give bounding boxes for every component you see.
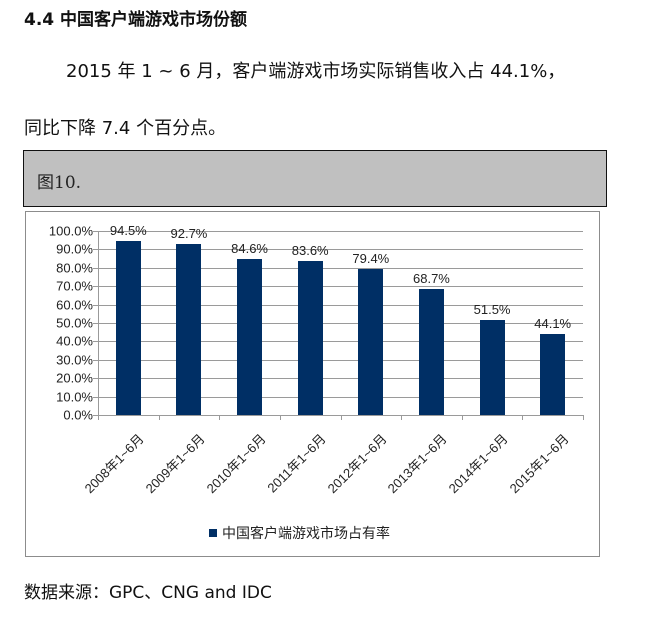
x-tick — [340, 415, 342, 420]
bar-value-label: 79.4% — [352, 250, 390, 266]
paragraph-line-2: 同比下降 7.4 个百分点。 — [24, 118, 227, 139]
gridline — [98, 231, 583, 232]
y-tick-label: 90.0% — [56, 241, 93, 257]
bar-value-label: 44.1% — [534, 315, 572, 331]
gridline — [98, 304, 583, 306]
y-tick — [93, 378, 98, 380]
y-tick — [93, 396, 98, 398]
gridline — [98, 267, 583, 269]
y-tick-label: 40.0% — [56, 333, 93, 349]
y-axis-line — [98, 231, 99, 420]
x-tick — [461, 415, 463, 420]
bar — [297, 261, 323, 415]
gridline — [98, 249, 583, 251]
y-tick-label: 50.0% — [56, 315, 93, 331]
gridline — [98, 341, 583, 343]
bar — [479, 320, 505, 415]
figure-caption: 图10. — [37, 173, 82, 193]
x-category-label: 2012年1~6月 — [324, 431, 390, 497]
x-category-label: 2014年1~6月 — [445, 431, 511, 497]
legend-label: 中国客户端游戏市场占有率 — [222, 526, 390, 542]
x-category-label: 2013年1~6月 — [385, 431, 451, 497]
x-tick — [401, 415, 403, 420]
bar-value-label: 84.6% — [231, 241, 268, 257]
y-tick-label: 10.0% — [56, 389, 93, 405]
x-tick — [219, 415, 221, 420]
section-heading: 4.4 中国客户端游戏市场份额 — [24, 10, 248, 30]
x-tick — [279, 415, 281, 420]
x-tick — [98, 415, 99, 420]
gridline — [98, 359, 583, 361]
x-tick — [583, 415, 584, 420]
gridline — [98, 323, 583, 324]
gridline — [98, 378, 583, 380]
bar-value-label: 92.7% — [170, 226, 208, 242]
chart-legend: 中国客户端游戏市场占有率 — [209, 523, 390, 543]
y-tick — [93, 359, 98, 361]
y-tick — [93, 267, 98, 269]
x-category-label: 2008年1~6月 — [81, 431, 148, 497]
bar — [237, 259, 263, 415]
bar — [540, 333, 566, 415]
y-tick-label: 20.0% — [56, 370, 93, 386]
x-tick — [158, 415, 160, 420]
data-source-note: 数据来源：GPC、CNG and IDC — [24, 583, 272, 603]
y-tick-label: 100.0% — [48, 223, 93, 239]
y-tick-label: 0.0% — [63, 407, 93, 423]
y-tick — [93, 341, 98, 343]
y-tick — [93, 286, 98, 288]
bar — [176, 244, 202, 415]
bar — [358, 268, 384, 415]
x-category-label: 2010年1~6月 — [203, 431, 269, 497]
bar — [418, 288, 444, 415]
figure-caption-box: 图10. — [23, 150, 607, 207]
bar — [115, 241, 141, 415]
y-tick-label: 70.0% — [56, 278, 93, 294]
plot-area: 0.0% 10.0% 20.0% 30.0% 40.0% 50.0% 60.0% 70.0% 8… — [49, 223, 584, 496]
y-tick — [93, 415, 98, 416]
x-category-label: 2011年1~6月 — [264, 431, 329, 496]
bar-value-label: 68.7% — [413, 270, 450, 286]
y-tick — [93, 304, 98, 306]
gridline — [98, 396, 583, 398]
x-category-label: 2009年1~6月 — [142, 431, 208, 497]
x-category-label: 2015年1~6月 — [506, 431, 572, 497]
paragraph-line-1: 2015 年 1 ~ 6 月，客户端游戏市场实际销售收入占 44.1%， — [66, 61, 566, 82]
y-tick-label: 30.0% — [56, 352, 93, 368]
bar-value-label: 51.5% — [473, 302, 511, 318]
x-tick — [522, 415, 524, 420]
bar-chart: 0.0% 10.0% 20.0% 30.0% 40.0% 50.0% 60.0% 70.0% 8… — [25, 211, 600, 557]
bar-value-label: 94.5% — [109, 223, 147, 239]
y-tick — [93, 323, 98, 324]
y-tick-label: 60.0% — [56, 297, 93, 313]
gridline — [98, 286, 583, 288]
y-tick-label: 80.0% — [56, 260, 93, 276]
y-tick — [93, 231, 98, 232]
y-tick — [93, 249, 98, 251]
bar-value-label: 83.6% — [291, 243, 329, 259]
legend-swatch-icon — [209, 529, 217, 537]
